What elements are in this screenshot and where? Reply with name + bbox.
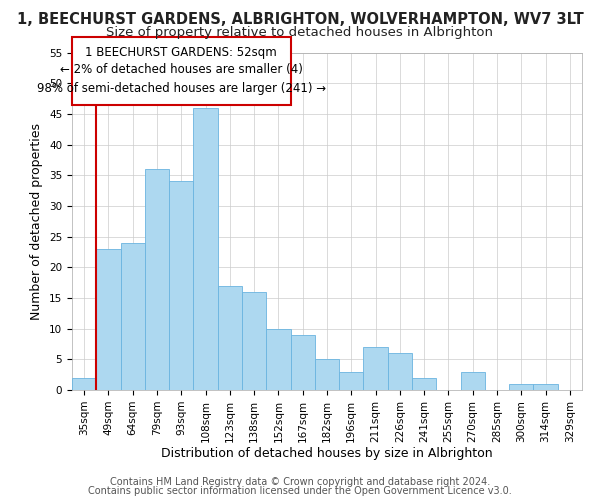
Y-axis label: Number of detached properties: Number of detached properties [31,122,43,320]
Bar [315,360,339,390]
Bar [339,372,364,390]
Bar [121,242,145,390]
Text: 1 BEECHURST GARDENS: 52sqm: 1 BEECHURST GARDENS: 52sqm [85,46,277,59]
Bar [364,347,388,390]
Bar [96,249,121,390]
Bar [412,378,436,390]
Bar [145,169,169,390]
Text: ← 2% of detached houses are smaller (4): ← 2% of detached houses are smaller (4) [60,63,303,76]
Bar [169,182,193,390]
Bar [242,292,266,390]
Bar [509,384,533,390]
Bar [461,372,485,390]
Bar [193,108,218,390]
Text: Size of property relative to detached houses in Albrighton: Size of property relative to detached ho… [107,26,493,39]
Text: Contains public sector information licensed under the Open Government Licence v3: Contains public sector information licen… [88,486,512,496]
Bar [218,286,242,390]
Bar [533,384,558,390]
Text: Contains HM Land Registry data © Crown copyright and database right 2024.: Contains HM Land Registry data © Crown c… [110,477,490,487]
Bar [72,37,290,104]
Bar [290,335,315,390]
Text: 1, BEECHURST GARDENS, ALBRIGHTON, WOLVERHAMPTON, WV7 3LT: 1, BEECHURST GARDENS, ALBRIGHTON, WOLVER… [17,12,583,28]
Bar [388,353,412,390]
Text: 98% of semi-detached houses are larger (241) →: 98% of semi-detached houses are larger (… [37,82,326,94]
Bar [72,378,96,390]
Bar [266,328,290,390]
X-axis label: Distribution of detached houses by size in Albrighton: Distribution of detached houses by size … [161,448,493,460]
